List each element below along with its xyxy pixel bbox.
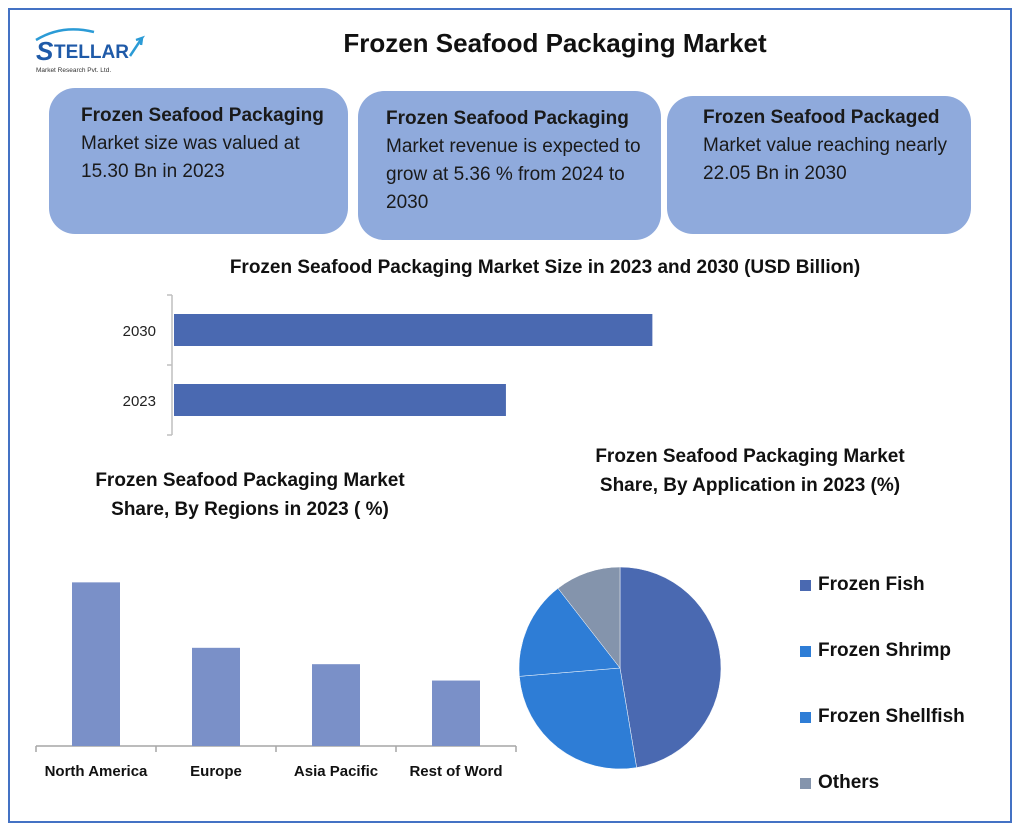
page-title: Frozen Seafood Packaging Market (343, 28, 767, 58)
region-chart-title: Frozen Seafood Packaging Market Share, B… (95, 470, 405, 520)
pie-slice-frozen-fish (619, 566, 722, 768)
application-share-pie-chart (518, 566, 722, 770)
x-tick-label: Europe (190, 763, 242, 780)
bar-2023 (174, 384, 506, 416)
legend-swatch (800, 711, 811, 723)
legend-swatch (800, 579, 811, 591)
bar-north-america (72, 582, 120, 746)
pie-legend: Frozen Fish Frozen Shrimp Frozen Shellfi… (800, 552, 1000, 816)
logo-graphic: S TELLAR Market Research Pvt. Ltd. (35, 28, 146, 74)
size-chart-title: Frozen Seafood Packaging Market Size in … (229, 257, 861, 278)
legend-swatch (800, 645, 811, 657)
svg-text:TELLAR: TELLAR (54, 42, 129, 63)
legend-label: Frozen Shrimp (818, 640, 952, 661)
legend-item-others: Others (800, 750, 1000, 816)
bar-rest-of-word (432, 680, 480, 746)
info-card-forecast: Frozen Seafood Packaged Market value rea… (667, 96, 971, 234)
x-tick-label: Asia Pacific (294, 763, 378, 780)
x-tick-label: North America (45, 763, 148, 780)
bar-2030 (174, 314, 653, 346)
card-text: Market revenue is expected to grow at 5.… (386, 136, 641, 213)
infographic-frame (8, 8, 1012, 823)
stellar-logo: S TELLAR Market Research Pvt. Ltd. (32, 22, 152, 78)
y-tick-label: 2030 (123, 323, 156, 340)
svg-text:S: S (36, 36, 54, 66)
legend-swatch (800, 777, 811, 789)
legend-item-frozen-shellfish: Frozen Shellfish (800, 684, 1000, 750)
card-heading: Frozen Seafood Packaging (81, 105, 324, 126)
legend-item-frozen-fish: Frozen Fish (800, 552, 1000, 618)
bar-asia-pacific (312, 664, 360, 746)
application-chart-title: Frozen Seafood Packaging Market Share, B… (595, 446, 905, 496)
card-text: Market size was valued at 15.30 Bn in 20… (81, 133, 300, 182)
card-heading: Frozen Seafood Packaging (386, 108, 629, 129)
info-card-growth: Frozen Seafood Packaging Market revenue … (358, 91, 661, 240)
market-size-bar-chart: 2030 2023 (123, 294, 653, 436)
legend-label: Others (818, 772, 880, 793)
y-tick-label: 2023 (123, 393, 156, 410)
bar-europe (192, 647, 240, 746)
region-share-bar-chart: North America Europe Asia Pacific Rest of W… (35, 582, 517, 780)
x-tick-label: Rest of Word (409, 763, 502, 780)
legend-label: Frozen Fish (818, 574, 925, 595)
legend-item-frozen-shrimp: Frozen Shrimp (800, 618, 1000, 684)
card-text: Market value reaching nearly 22.05 Bn in… (703, 135, 947, 184)
legend-label: Frozen Shellfish (818, 706, 965, 727)
info-card-market-size: Frozen Seafood Packaging Market size was… (49, 88, 348, 234)
pie-slice-others (557, 566, 621, 669)
card-heading: Frozen Seafood Packaged (703, 107, 940, 128)
pie-slice-frozen-shellfish (518, 587, 621, 677)
pie-slice-frozen-shrimp (519, 667, 637, 770)
svg-text:Market Research Pvt. Ltd.: Market Research Pvt. Ltd. (36, 67, 111, 74)
